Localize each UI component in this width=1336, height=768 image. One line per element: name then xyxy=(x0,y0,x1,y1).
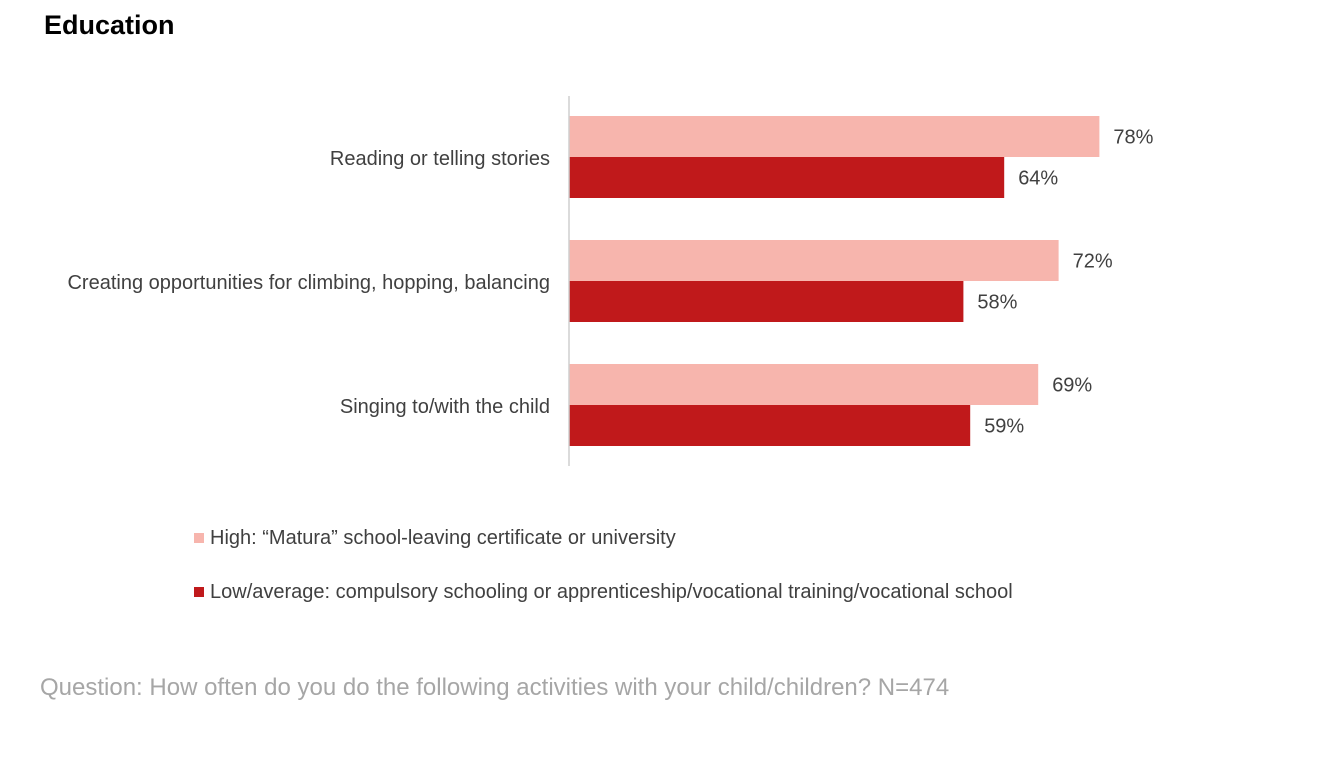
legend: High: “Matura” school-leaving certificat… xyxy=(194,524,1013,632)
bar-high-1 xyxy=(569,116,1100,157)
legend-swatch-low xyxy=(194,587,204,597)
legend-label-low: Low/average: compulsory schooling or app… xyxy=(210,580,1013,603)
category-label-singing-to-with-the-child: Singing to/with the child xyxy=(340,396,550,418)
bar-low-2 xyxy=(569,281,964,322)
data-label-high-2: 72% xyxy=(1073,251,1113,273)
chart-title: Education xyxy=(44,10,175,40)
bar-high-2 xyxy=(569,240,1059,281)
legend-item-low: Low/average: compulsory schooling or app… xyxy=(194,578,1013,606)
data-label-high-3: 69% xyxy=(1052,375,1092,397)
category-label-creating-opportunities-for-climbing-hopping-balancing: Creating opportunities for climbing, hop… xyxy=(67,272,550,294)
bar-high-3 xyxy=(569,364,1039,405)
data-label-low-1: 64% xyxy=(1018,168,1058,190)
data-label-high-1: 78% xyxy=(1113,127,1153,149)
category-label-reading-or-telling-stories: Reading or telling stories xyxy=(330,148,550,170)
legend-label-high: High: “Matura” school-leaving certificat… xyxy=(210,526,676,549)
question-footnote: Question: How often do you do the follow… xyxy=(40,674,950,701)
legend-item-high: High: “Matura” school-leaving certificat… xyxy=(194,524,1013,552)
data-label-low-3: 59% xyxy=(984,416,1024,438)
data-label-low-2: 58% xyxy=(977,292,1017,314)
legend-swatch-high xyxy=(194,533,204,543)
bar-low-1 xyxy=(569,157,1005,198)
bar-chart: Reading or telling stories 78% 64% Creating… xyxy=(67,96,1154,466)
bar-low-3 xyxy=(569,405,971,446)
